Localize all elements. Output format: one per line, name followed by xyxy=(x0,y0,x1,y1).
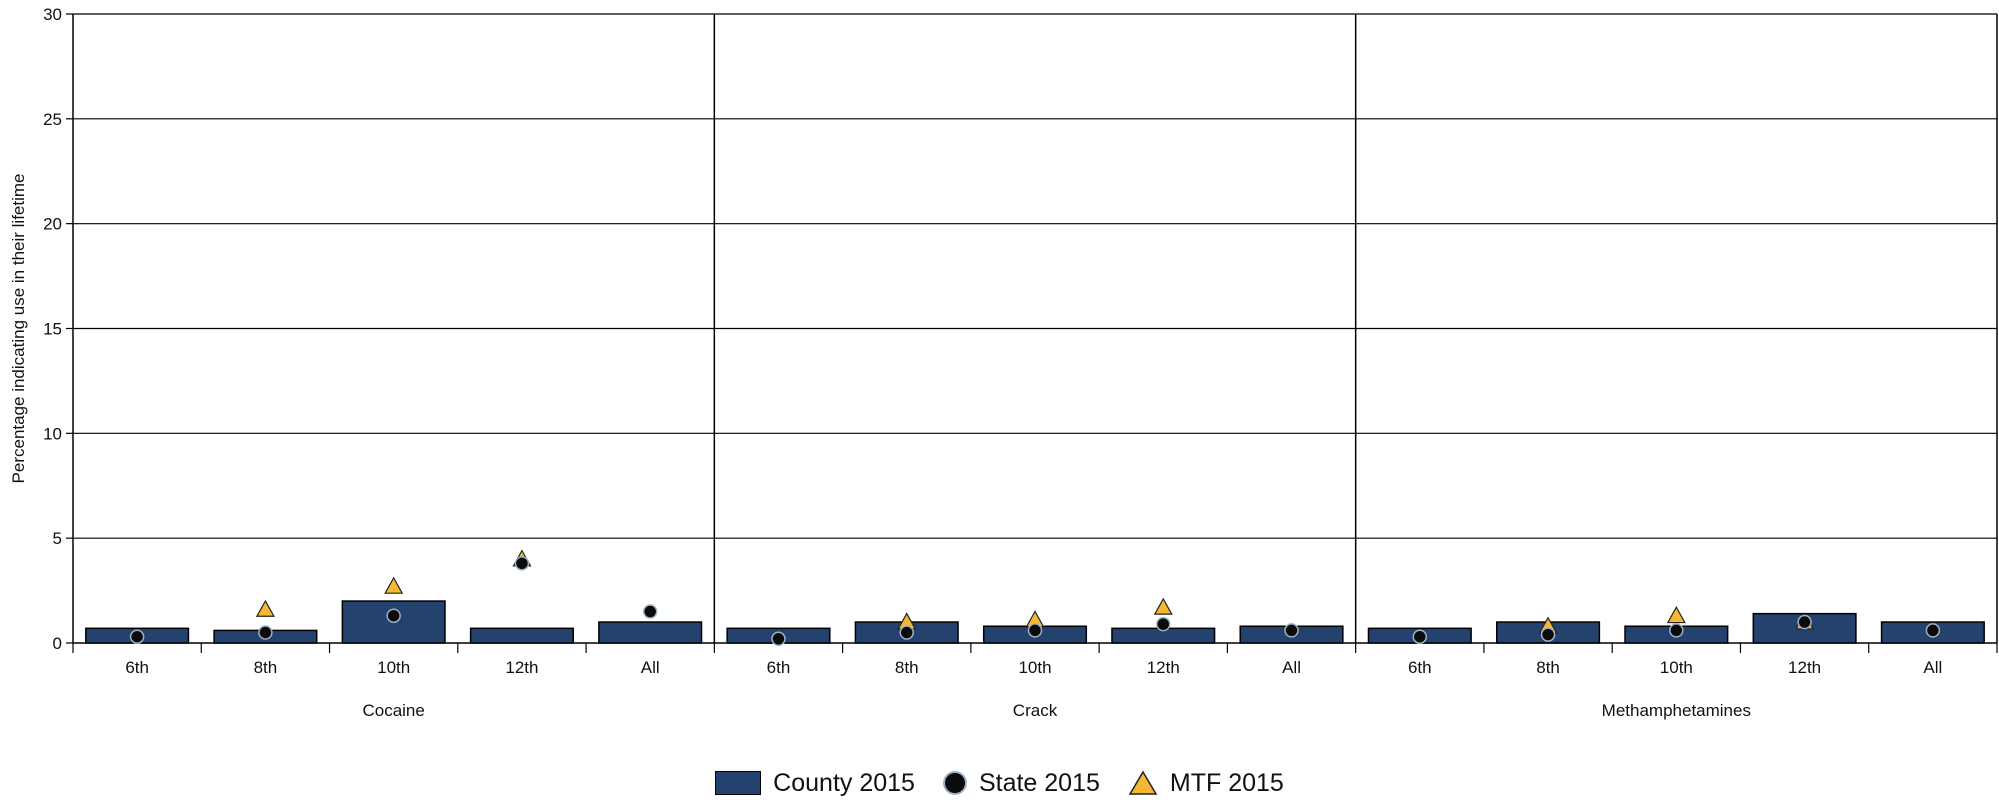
x-tick-label: 10th xyxy=(377,658,410,677)
state-dot-crack-all xyxy=(1284,623,1299,638)
y-tick-label-5: 5 xyxy=(53,529,62,548)
state-dot-crack-10th xyxy=(1027,623,1043,638)
county-bar-cocaine-all xyxy=(598,621,703,644)
x-tick-label: 10th xyxy=(1660,658,1693,677)
x-tick-label: All xyxy=(1923,658,1942,677)
x-tick-label: 8th xyxy=(254,658,278,677)
state-dot-methamphetamines-10th xyxy=(1669,623,1684,638)
y-tick-label-25: 25 xyxy=(43,110,62,129)
mtf-triangle-crack-12th xyxy=(1153,597,1173,615)
y-tick-label-0: 0 xyxy=(53,634,62,653)
legend-item-mtf: MTF 2015 xyxy=(1128,769,1284,798)
x-tick-label: 12th xyxy=(1788,658,1821,677)
state-dot-methamphetamines-all xyxy=(1925,623,1941,638)
x-tick-label: All xyxy=(641,658,660,677)
legend-item-state: State 2015 xyxy=(942,768,1100,798)
group-label-cocaine: Cocaine xyxy=(362,701,424,720)
x-tick-label: 6th xyxy=(1408,658,1432,677)
x-tick-label: 12th xyxy=(505,658,538,677)
mtf-triangle-cocaine-8th xyxy=(255,599,275,617)
y-tick-label-10: 10 xyxy=(43,424,62,443)
state-dot-cocaine-8th xyxy=(258,625,273,640)
x-tick-label: 10th xyxy=(1018,658,1051,677)
county-bar-swatch xyxy=(715,771,762,795)
state-dot-methamphetamines-6th xyxy=(1412,629,1428,644)
county-bar-cocaine-12th xyxy=(469,627,574,644)
state-dot-cocaine-all xyxy=(642,604,658,619)
mtf-triangle-swatch xyxy=(1128,770,1158,795)
x-tick-label: 8th xyxy=(895,658,919,677)
x-tick-label: 12th xyxy=(1147,658,1180,677)
mtf-triangle-methamphetamines-10th xyxy=(1666,606,1686,624)
x-tick-label: All xyxy=(1282,658,1301,677)
legend-item-county: County 2015 xyxy=(715,769,915,798)
state-dot-swatch xyxy=(942,771,967,795)
y-tick-label-30: 30 xyxy=(43,5,62,24)
legend-label-mtf: MTF 2015 xyxy=(1169,768,1284,797)
x-tick-label: 6th xyxy=(767,658,791,677)
group-label-crack: Crack xyxy=(1013,701,1058,720)
x-tick-label: 8th xyxy=(1536,658,1560,677)
state-dot-cocaine-10th xyxy=(386,608,401,623)
state-dot-cocaine-12th xyxy=(514,556,530,571)
y-tick-label-15: 15 xyxy=(43,320,62,339)
y-tick-label-20: 20 xyxy=(43,215,62,234)
state-dot-crack-6th xyxy=(771,631,786,647)
legend: County 2015 State 2015 MTF 2015 xyxy=(0,765,1999,801)
y-axis-label: Percentage indicating use in their lifet… xyxy=(9,174,28,484)
legend-label-county: County 2015 xyxy=(773,768,915,797)
state-dot-crack-12th xyxy=(1156,616,1171,632)
x-tick-label: 6th xyxy=(125,658,149,677)
legend-label-state: State 2015 xyxy=(978,768,1100,797)
state-dot-cocaine-6th xyxy=(129,629,145,644)
group-label-methamphetamines: Methamphetamines xyxy=(1602,701,1751,720)
state-dot-methamphetamines-8th xyxy=(1540,627,1556,642)
mtf-triangle-cocaine-10th xyxy=(384,576,404,594)
state-dot-methamphetamines-12th xyxy=(1797,614,1812,630)
state-dot-crack-8th xyxy=(899,625,914,640)
